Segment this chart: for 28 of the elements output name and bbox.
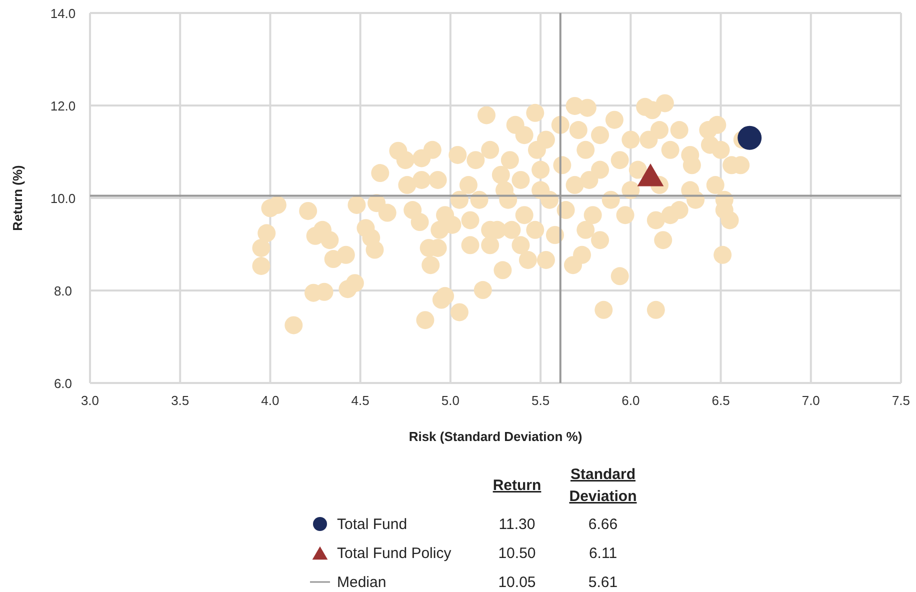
legend-label: Total Fund: [337, 516, 408, 533]
y-tick-label: 12.0: [50, 98, 76, 114]
text: 6.66: [588, 516, 618, 533]
x-axis-title: Risk (Standard Deviation %): [408, 429, 582, 444]
x-tick-label: 7.0: [802, 393, 820, 408]
x-tick-label: 5.5: [532, 393, 550, 408]
y-tick-label: 8.0: [54, 284, 72, 298]
text: 5.61: [588, 574, 618, 591]
x-tick-label: 3.0: [80, 393, 100, 408]
x-tick-label: 6.0: [622, 393, 640, 408]
y-tick-label: 6.0: [54, 376, 72, 391]
x-tick-label: 6.5: [712, 393, 730, 408]
text: 11.30: [498, 516, 536, 533]
x-tick-label: 3.5: [171, 393, 190, 408]
x-tick-label: 4.0: [261, 393, 280, 408]
text: Standard Deviation: [569, 466, 637, 505]
text: 6.11: [588, 545, 618, 562]
legend-label: Total Fund Policy: [337, 545, 452, 562]
text: 10.05: [498, 574, 536, 591]
y-tick-label: 14.0: [50, 6, 76, 21]
x-tick-label: 5.0: [441, 393, 460, 408]
y-axis-title: Return (%): [10, 165, 25, 231]
x-tick-label: 4.5: [351, 393, 370, 408]
text: Return: [492, 477, 542, 494]
legend-label: Median: [337, 574, 386, 591]
text: 10.50: [498, 545, 536, 562]
x-tick-label: 7.5: [892, 393, 910, 408]
y-tick-label: 10.0: [50, 191, 76, 206]
